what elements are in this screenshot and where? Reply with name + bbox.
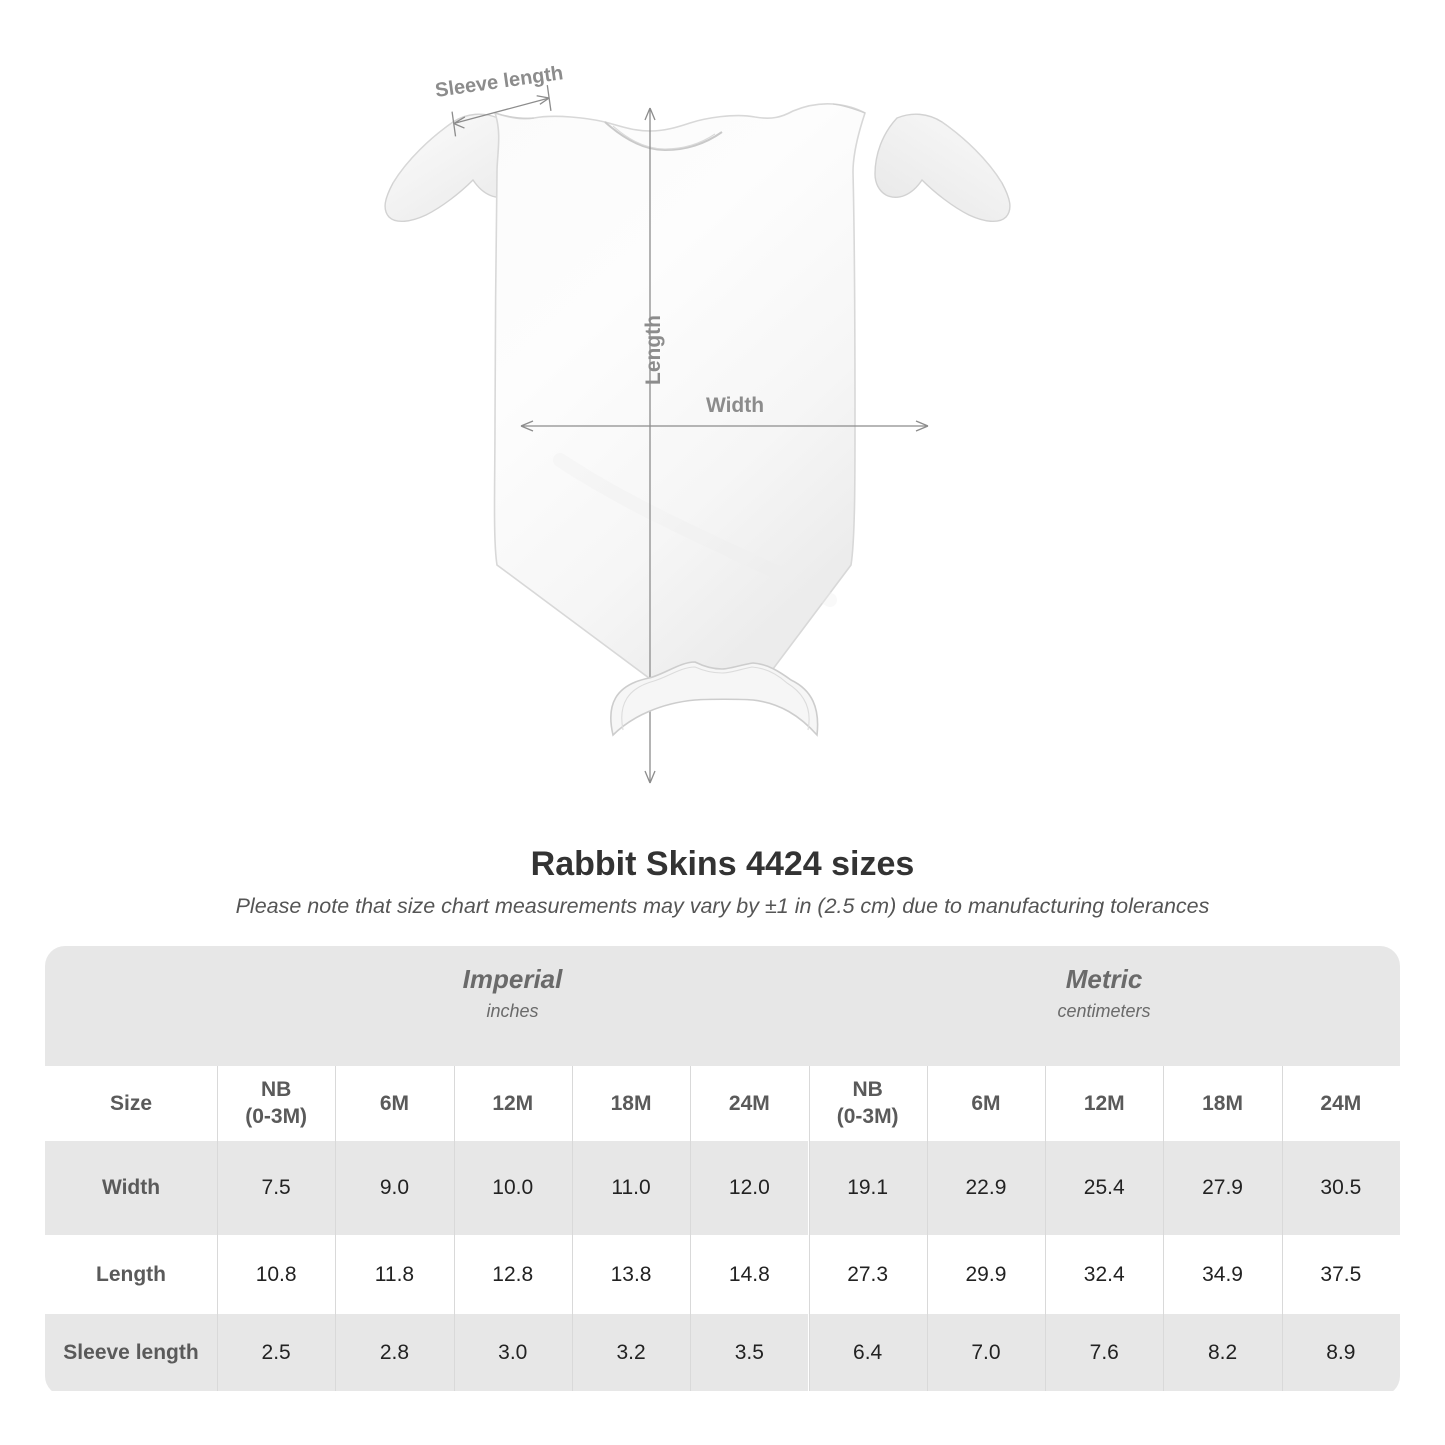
svg-text:Sleeve length: Sleeve length — [434, 62, 565, 102]
svg-text:Length: Length — [642, 315, 665, 385]
svg-text:Width: Width — [706, 394, 764, 417]
